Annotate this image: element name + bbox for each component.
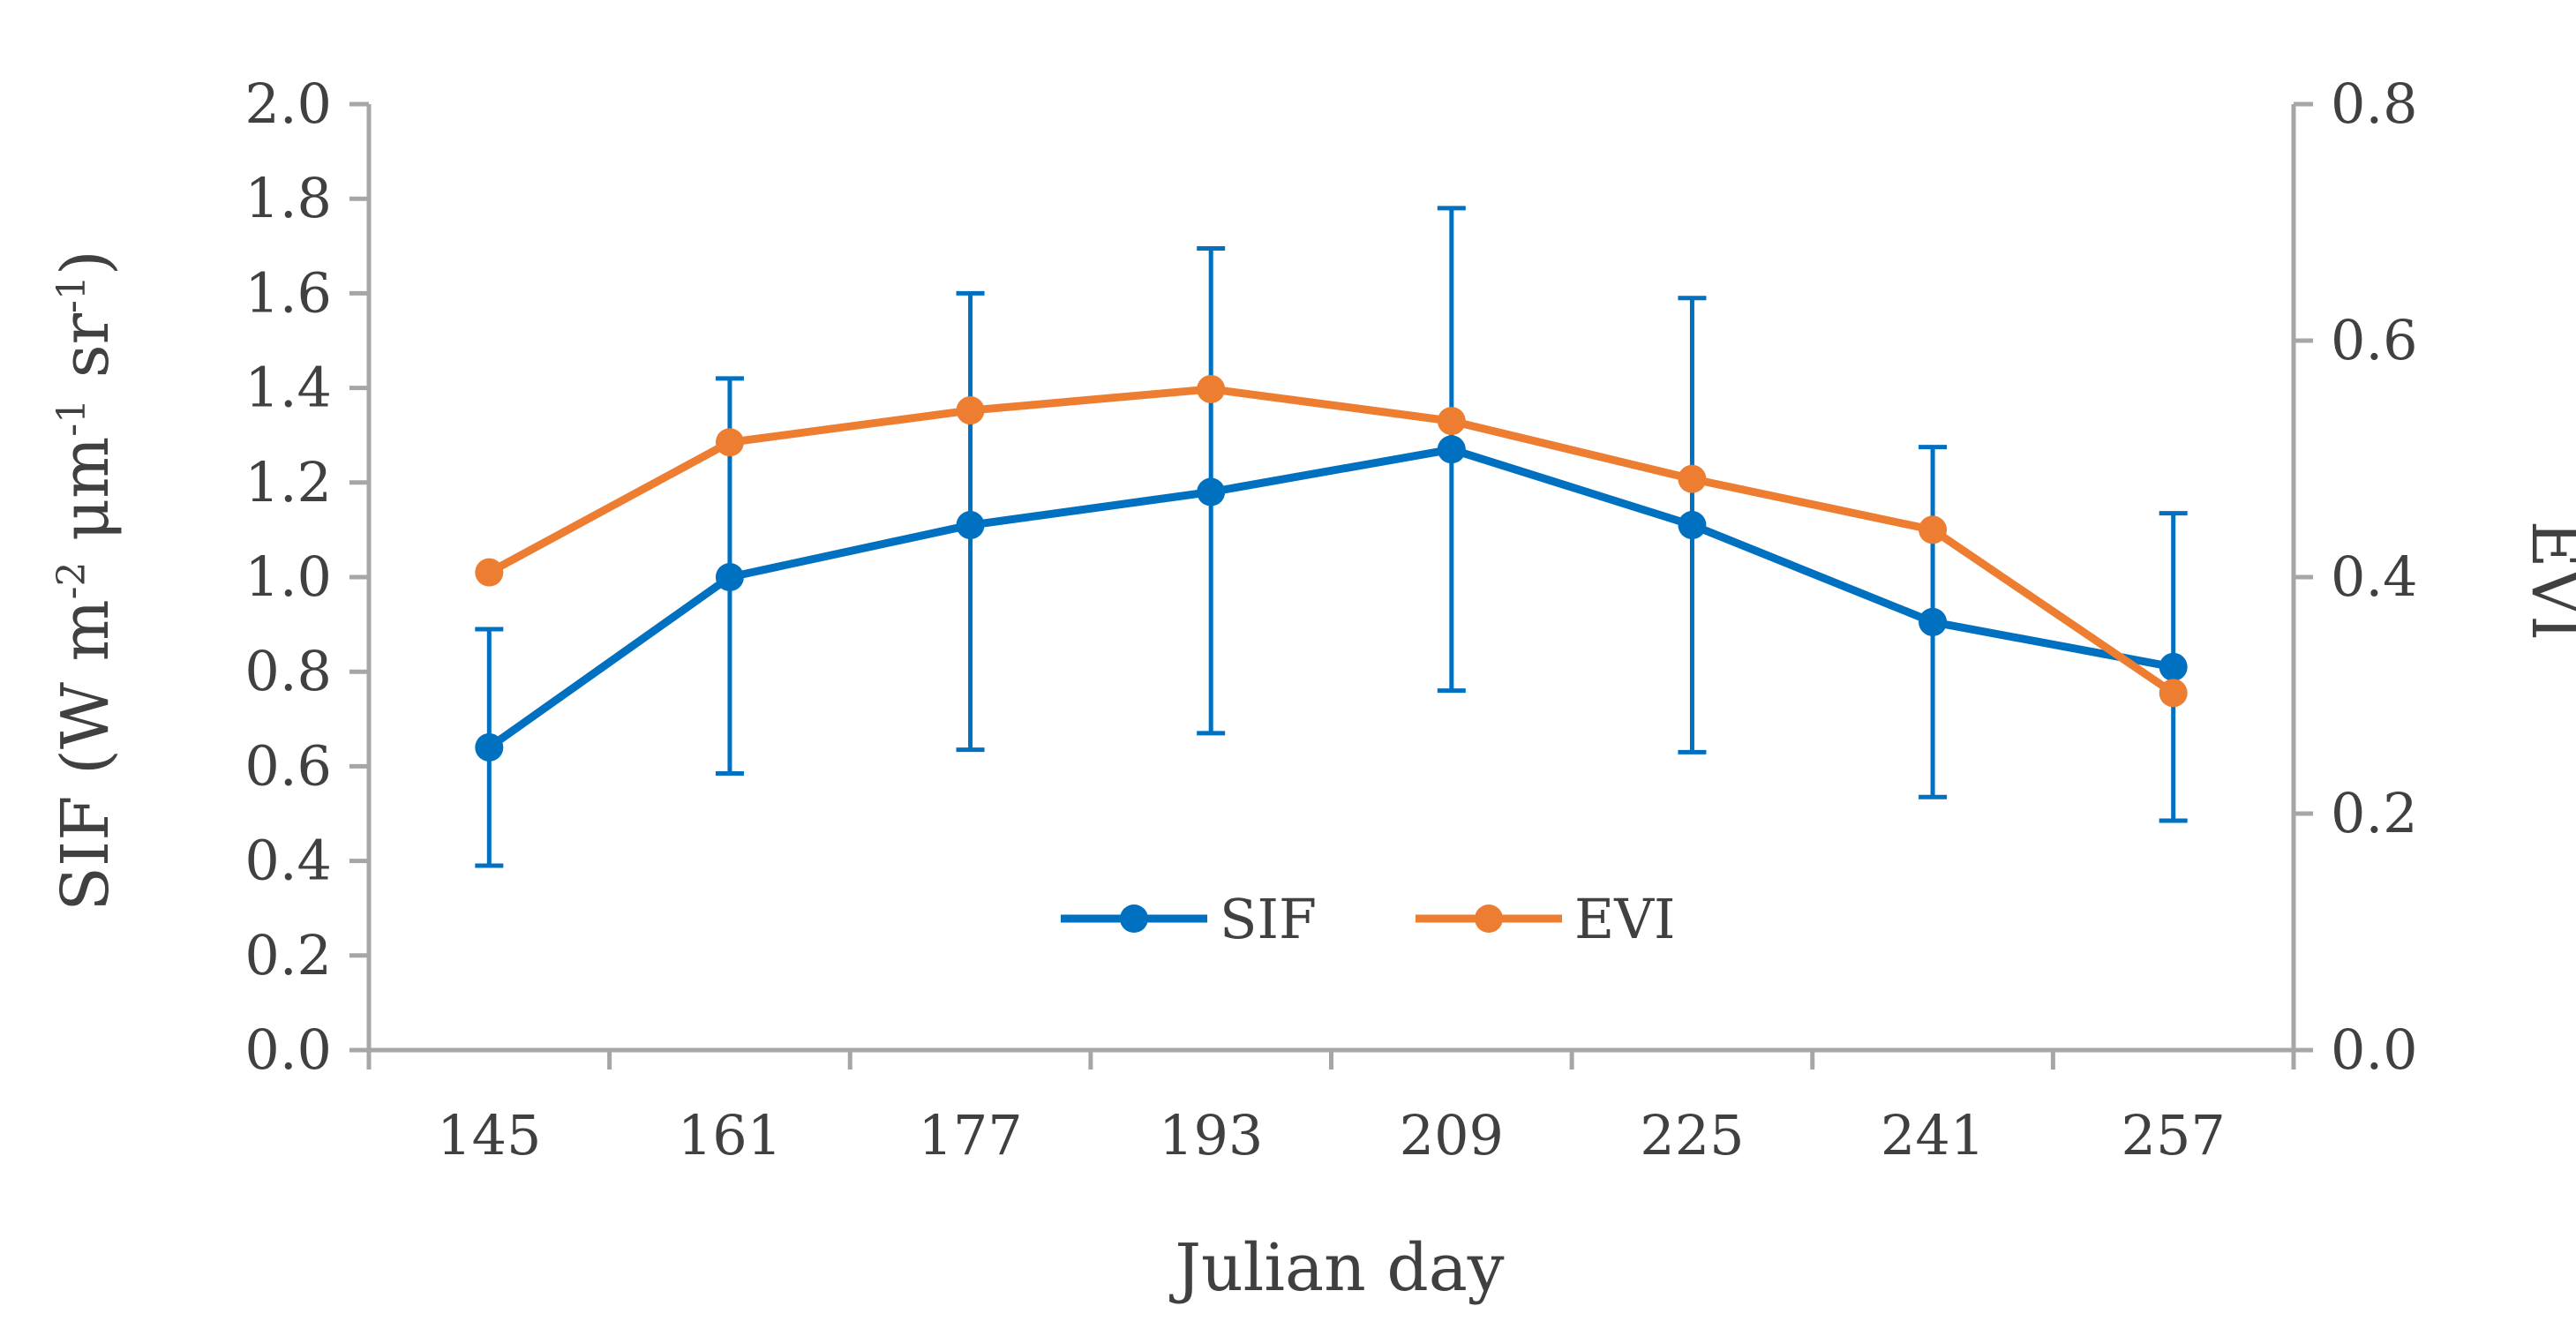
y-axis-title-part: sr xyxy=(48,312,124,398)
series-sif xyxy=(475,206,2188,868)
legend: SIF EVI xyxy=(1061,887,1676,951)
y2-tick-label: 0.2 xyxy=(2331,781,2418,845)
data-point xyxy=(1197,374,1226,403)
legend-swatch-marker xyxy=(1475,904,1503,933)
data-point xyxy=(1919,515,1948,544)
x-axis-title: Julian day xyxy=(1168,1230,1504,1306)
y-axis-title: SIF (W m-2 μm-1 sr-1) xyxy=(48,250,124,912)
y2-axis-title: EVI xyxy=(2517,521,2576,642)
data-point xyxy=(715,563,744,591)
y2-tick-label: 0.8 xyxy=(2331,71,2418,136)
y-tick-label: 1.8 xyxy=(244,166,332,230)
x-tick-label: 257 xyxy=(2122,1103,2226,1167)
legend-label: SIF xyxy=(1220,887,1317,951)
legend-item-sif: SIF xyxy=(1061,887,1317,951)
y-tick-label: 0.4 xyxy=(244,829,332,893)
plot-area xyxy=(475,206,2188,868)
x-tick-label: 241 xyxy=(1881,1103,1985,1167)
axes: 0.0 0.2 0.4 0.6 0.8 1.0 1.2 1.4 1.6 1.8 2.0 0.0 0.2 0… xyxy=(244,71,2417,1167)
data-point xyxy=(2159,652,2188,681)
y2-tick-label: 0.4 xyxy=(2331,544,2418,609)
data-point xyxy=(715,428,744,457)
legend-item-evi: EVI xyxy=(1416,887,1676,951)
y2-tick-label: 0.0 xyxy=(2331,1017,2418,1082)
x-tick-label: 209 xyxy=(1400,1103,1504,1167)
y-axis-title-part: μm xyxy=(48,437,124,562)
legend-label: EVI xyxy=(1574,887,1676,951)
data-point xyxy=(1678,511,1707,540)
data-point xyxy=(1437,407,1466,436)
y-tick-label: 0.0 xyxy=(244,1017,332,1082)
y2-tick-label: 0.6 xyxy=(2331,308,2418,372)
data-point xyxy=(1197,477,1226,507)
y-tick-label: 0.6 xyxy=(244,733,332,798)
y-axis-title-superscript: -1 xyxy=(49,399,94,437)
x-tick-label: 145 xyxy=(437,1103,541,1167)
y-axis-title-part: SIF (W m xyxy=(48,599,124,911)
data-point xyxy=(1919,607,1948,636)
y-tick-label: 1.2 xyxy=(244,450,332,514)
y-tick-label: 0.8 xyxy=(244,639,332,703)
x-tick-label: 161 xyxy=(678,1103,782,1167)
data-point xyxy=(1678,464,1707,493)
data-point xyxy=(956,511,985,540)
series-line xyxy=(487,385,2176,697)
y-axis-title-superscript: -1 xyxy=(49,275,94,313)
y-axis-title-superscript: -2 xyxy=(49,562,94,600)
y-tick-label: 0.2 xyxy=(244,923,332,987)
y-tick-label: 2.0 xyxy=(244,71,332,136)
x-tick-label: 177 xyxy=(918,1103,1022,1167)
y-tick-label: 1.4 xyxy=(244,356,332,420)
series-evi xyxy=(475,374,2188,708)
y-axis-title-part: ) xyxy=(48,250,124,275)
x-tick-label: 193 xyxy=(1159,1103,1263,1167)
data-point xyxy=(475,558,504,587)
data-point xyxy=(2159,679,2188,708)
y-tick-label: 1.0 xyxy=(244,544,332,609)
data-point xyxy=(475,732,504,762)
series-line xyxy=(486,445,2174,751)
y-tick-label: 1.6 xyxy=(244,260,332,325)
legend-swatch-marker xyxy=(1120,904,1148,933)
x-tick-label: 225 xyxy=(1640,1103,1744,1167)
data-point xyxy=(1437,435,1466,464)
data-point xyxy=(956,396,985,425)
